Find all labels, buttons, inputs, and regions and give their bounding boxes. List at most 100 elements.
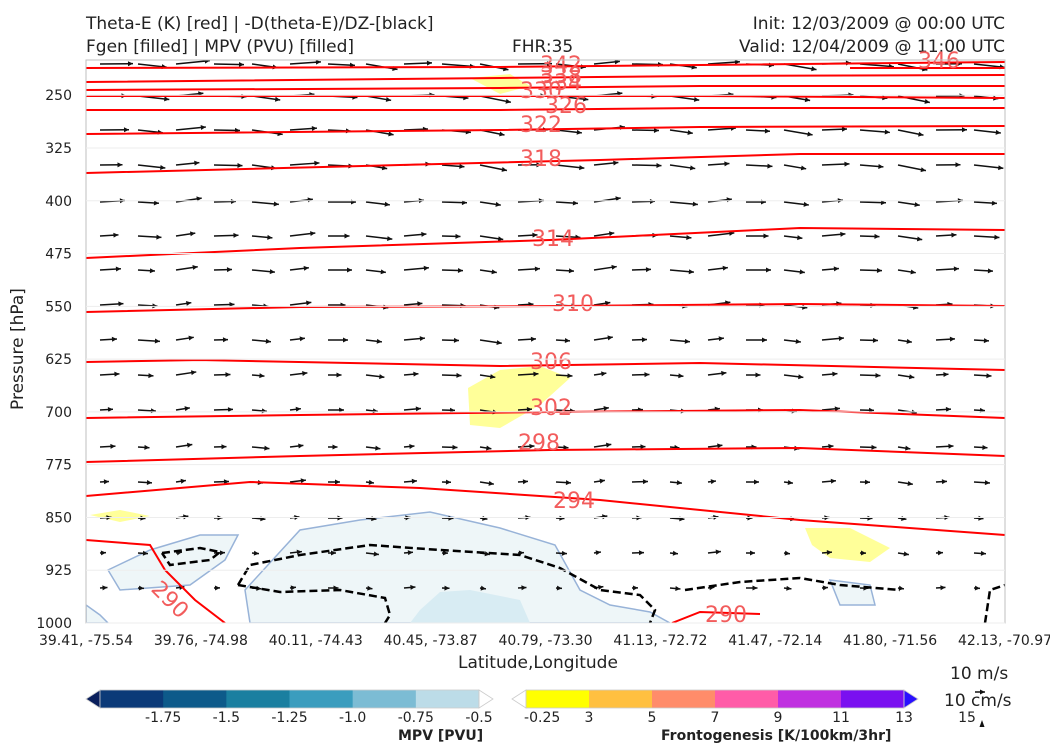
fgen-colorbar-swatch — [778, 690, 842, 708]
wind-vector-head — [710, 479, 716, 485]
stability-dashed-contour — [983, 583, 1005, 623]
wind-vector-head — [238, 62, 244, 67]
wind-vector-head — [924, 99, 930, 104]
wind-vector-head — [641, 337, 647, 343]
wind-vector-head — [799, 269, 805, 275]
wind-vector-head — [907, 481, 913, 486]
wind-vector-head — [920, 167, 926, 173]
wind-vector-head — [611, 264, 617, 270]
fgen-colorbar-tick-label: 13 — [895, 710, 913, 726]
theta-e-contour-label: 330 — [520, 79, 562, 104]
wind-vector-head — [227, 407, 233, 413]
wind-vector-head — [614, 60, 620, 65]
wind-vector-head — [563, 444, 569, 450]
wind-vector-head — [908, 374, 915, 380]
wind-vector-head — [874, 233, 880, 239]
theta-e-contour-label: 342 — [540, 53, 582, 78]
wind-vector-head — [306, 300, 312, 306]
wind-vector-head — [754, 479, 759, 485]
y-tick-label: 625 — [45, 352, 72, 368]
wind-vector-head — [221, 444, 227, 450]
wind-vector-head — [426, 60, 432, 66]
wind-vector-head — [373, 551, 379, 557]
mpv-colorbar-swatch — [289, 690, 354, 708]
wind-vector-head — [864, 479, 870, 485]
wind-vector-head — [984, 480, 990, 486]
wind-vector-head — [300, 478, 306, 484]
wind-vector-head — [721, 370, 727, 376]
wind-vector-head — [903, 551, 909, 557]
wind-vector-head — [269, 269, 275, 275]
wind-vector-head — [955, 162, 961, 168]
theta-e-contour-label: 314 — [532, 227, 574, 252]
x-tick-label: 39.76, -74.98 — [154, 633, 248, 649]
wind-vector — [175, 60, 210, 65]
wind-vector-head — [750, 550, 755, 556]
wind-vector-head — [314, 160, 320, 166]
wind-vector-head — [838, 335, 844, 341]
wind-vector-head — [110, 443, 116, 449]
wind-vector-head — [834, 406, 840, 412]
theta-e-contour-label: 306 — [530, 350, 572, 375]
theta-e-contour — [86, 95, 1005, 99]
y-tick-label: 475 — [45, 247, 72, 263]
wind-vector-head — [546, 61, 552, 67]
frontogenesis-filled-region — [805, 528, 890, 562]
wind-vector-head — [833, 266, 839, 272]
wind-vector-head — [872, 337, 878, 343]
wind-vector-head — [807, 131, 813, 137]
mpv-colorbar-swatch — [415, 690, 480, 708]
theta-e-contour-label: 338 — [540, 64, 582, 89]
wind-vector-head — [607, 335, 613, 341]
wind-vector-head — [486, 445, 492, 451]
wind-vector-head — [376, 338, 382, 344]
wind-vector-head — [724, 161, 730, 167]
wind-vector-head — [642, 479, 648, 485]
wind-vector-head — [572, 200, 578, 206]
wind-vector-head — [302, 371, 308, 376]
y-tick-label: 1000 — [36, 616, 72, 632]
stability-dashed-contour — [237, 583, 392, 623]
wind-vector-head — [411, 478, 417, 484]
fgen-colorbar-swatch — [526, 690, 590, 708]
wind-vector-head — [601, 371, 607, 377]
wind-vector-head — [339, 407, 344, 413]
wind-vector-head — [602, 514, 608, 520]
wind-vector-head — [410, 584, 416, 590]
wind-vector-head — [678, 373, 684, 379]
wind-vector-head — [916, 236, 923, 242]
wind-vector-head — [149, 268, 155, 274]
forecast-hour: FHR:35 — [512, 37, 574, 57]
wind-vector-head — [385, 97, 392, 102]
mpv-colorbar-label: MPV [PVU] — [398, 728, 484, 744]
wind-vector-head — [102, 585, 108, 591]
wind-vector-head — [419, 336, 425, 342]
wind-vector-head — [225, 372, 231, 378]
wind-vector-head — [223, 479, 229, 485]
wind-vector-head — [501, 167, 507, 172]
wind-vector-head — [974, 585, 980, 591]
x-tick-label: 41.80, -71.56 — [843, 633, 937, 649]
fgen-colorbar-swatch — [715, 690, 779, 708]
wind-vector-head — [331, 550, 336, 556]
wind-vector-head — [905, 445, 911, 451]
theta-e-contour — [671, 610, 761, 623]
wind-vector-head — [332, 444, 338, 450]
wind-vector-head — [387, 236, 393, 242]
wind-vector — [707, 61, 740, 65]
wind-vector-head — [189, 231, 196, 237]
wind-vector-head — [638, 550, 644, 556]
y-tick-label: 400 — [45, 194, 72, 210]
wind-vector-head — [556, 585, 562, 591]
wind-vector-head — [689, 165, 696, 171]
stability-dashed-contour — [684, 576, 901, 592]
wind-vector-head — [948, 443, 954, 449]
wind-vector-head — [164, 96, 170, 102]
wind-vector-head — [496, 340, 502, 346]
wind-vector-head — [840, 231, 846, 237]
mpv-colorbar-tick-label: -1.0 — [339, 710, 366, 726]
wind-vector-head — [409, 444, 415, 449]
theta-e-contour — [86, 125, 1005, 135]
wind-vector-head — [186, 300, 192, 306]
